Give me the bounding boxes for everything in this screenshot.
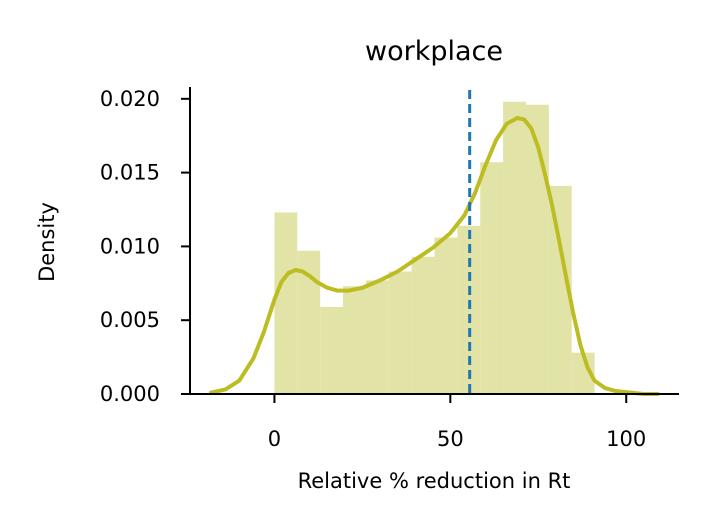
- y-tick-label: 0.020: [100, 87, 160, 111]
- y-tick-label: 0.005: [100, 308, 160, 332]
- y-tick-label: 0.015: [100, 161, 160, 185]
- x-tick-label: 100: [606, 427, 646, 451]
- histogram-bar: [343, 286, 366, 394]
- histogram-bar: [548, 185, 572, 394]
- y-tick-label: 0.010: [100, 234, 160, 258]
- histogram-bar: [388, 271, 412, 394]
- y-tick-label: 0.000: [100, 382, 160, 406]
- chart-title: workplace: [365, 36, 503, 67]
- histogram-bar: [320, 306, 344, 394]
- histogram-bar: [525, 104, 549, 394]
- x-tick-label: 50: [437, 427, 464, 451]
- kde-line: [209, 115, 660, 396]
- histogram-bar: [571, 352, 595, 394]
- histogram-bar: [411, 256, 435, 394]
- axes: [189, 87, 679, 395]
- histogram-bar: [365, 280, 389, 394]
- y-ticks: 0.000 0.005 0.010 0.015 0.020: [100, 87, 190, 406]
- histogram-bar: [457, 225, 481, 394]
- histogram-bar: [480, 162, 504, 394]
- x-tick-label: 0: [268, 427, 281, 451]
- x-ticks: 0 50 100: [268, 394, 646, 451]
- x-axis-label: Relative % reduction in Rt: [298, 469, 571, 493]
- y-axis-label: Density: [35, 202, 59, 282]
- kde-curve: [209, 115, 660, 396]
- histogram-bar: [274, 212, 298, 394]
- histogram-bar: [503, 101, 526, 394]
- histogram-bars: [274, 101, 595, 394]
- histogram-bar: [434, 237, 458, 394]
- histogram-bar: [297, 250, 321, 394]
